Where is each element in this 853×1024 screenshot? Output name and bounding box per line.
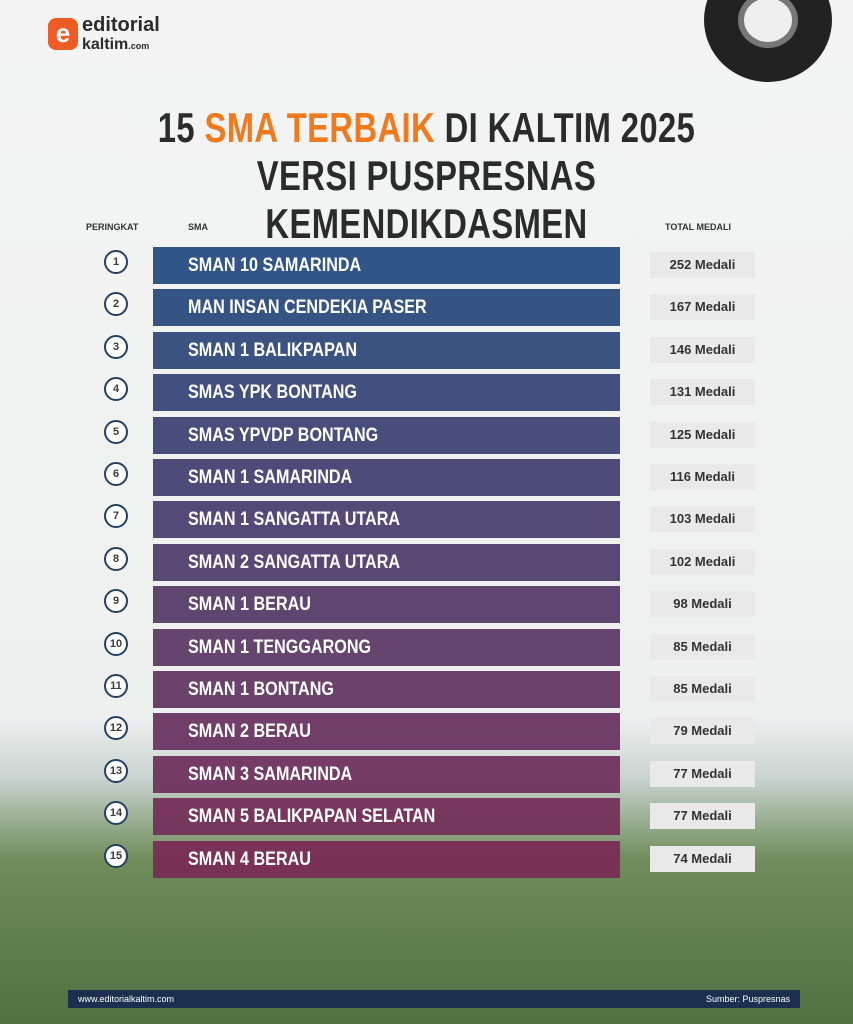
title-highlight: SMA TERBAIK: [204, 104, 436, 151]
column-header: SMA: [188, 222, 208, 232]
column-header: PERINGKAT: [86, 222, 139, 232]
medal-count: 77 Medali: [650, 803, 755, 830]
rank-badge: 14: [98, 801, 134, 831]
rank-badge: 1: [98, 250, 134, 280]
rank-badge: 3: [98, 334, 134, 365]
school-bar: MAN INSAN CENDEKIA PASER: [153, 289, 620, 327]
footer: www.editorialkaltim.com Sumber: Puspresn…: [68, 990, 800, 1008]
school-name: SMAN 1 BONTANG: [188, 679, 334, 700]
medal-count: 167 Medali: [650, 294, 755, 321]
rank-number: 7: [104, 504, 128, 529]
school-bar: SMAN 1 SAMARINDA: [153, 459, 620, 496]
medal-count: 74 Medali: [650, 845, 755, 872]
school-bar: SMAN 1 BERAU: [153, 586, 620, 624]
rank-badge: 15: [98, 843, 134, 874]
medal-count: 116 Medali: [650, 464, 755, 490]
medal-count: 103 Medali: [650, 506, 755, 533]
brand-sub-text: kaltim: [82, 36, 129, 53]
medal-count: 252 Medali: [650, 252, 755, 278]
rank-badge: 13: [98, 758, 134, 789]
medal-count: 77 Medali: [650, 760, 755, 787]
footer-website: www.editorialkaltim.com: [78, 994, 175, 1004]
school-bar: SMAN 3 SAMARINDA: [153, 755, 620, 793]
school-bar: SMAN 5 BALIKPAPAN SELATAN: [153, 798, 620, 836]
rank-number: 9: [104, 589, 128, 614]
title-part: 15: [157, 104, 205, 151]
school-bar: SMAN 1 SANGATTA UTARA: [153, 501, 620, 539]
title-part: DI KALTIM 2025: [435, 104, 696, 151]
rank-badge: 4: [98, 377, 134, 407]
footer-source: Sumber: Puspresnas: [705, 994, 790, 1004]
rank-badge: 8: [98, 546, 134, 577]
school-bar: SMAN 10 SAMARINDA: [153, 247, 620, 284]
school-bar: SMAS YPK BONTANG: [153, 374, 620, 412]
medal-count: 102 Medali: [650, 548, 755, 575]
school-name: SMAN 1 TENGGARONG: [188, 636, 372, 658]
brand-domain: .com: [128, 41, 150, 51]
school-bar: SMAN 1 BALIKPAPAN: [153, 331, 620, 369]
school-name: SMAN 4 BERAU: [188, 848, 311, 870]
title-line2: VERSI PUSPRESNAS KEMENDIKDASMEN: [256, 152, 597, 247]
rank-badge: 5: [98, 419, 134, 450]
school-name: SMAN 3 SAMARINDA: [188, 763, 353, 785]
rank-number: 12: [104, 716, 128, 741]
school-bar: SMAN 4 BERAU: [153, 840, 620, 878]
school-bar: SMAS YPVDP BONTANG: [153, 416, 620, 454]
rank-number: 13: [104, 758, 128, 783]
rank-number: 5: [104, 419, 128, 444]
school-name: SMAN 1 SANGATTA UTARA: [188, 509, 401, 531]
school-bar: SMAN 2 BERAU: [153, 713, 620, 751]
rank-number: 1: [104, 250, 128, 274]
school-name: SMAN 1 SAMARINDA: [188, 467, 353, 488]
school-name: SMAN 1 BALIKPAPAN: [188, 339, 357, 361]
medal-count: 79 Medali: [650, 718, 755, 745]
rank-badge: 9: [98, 589, 134, 619]
rank-number: 11: [104, 674, 128, 698]
rank-number: 15: [104, 843, 128, 868]
rank-badge: 6: [98, 462, 134, 492]
rank-number: 14: [104, 801, 128, 826]
school-bar: SMAN 1 TENGGARONG: [153, 628, 620, 666]
rank-number: 6: [104, 462, 128, 486]
medal-count: 131 Medali: [650, 379, 755, 406]
school-bar: SMAN 1 BONTANG: [153, 671, 620, 708]
brand-sub: kaltim.com: [82, 36, 149, 54]
rank-badge: 11: [98, 674, 134, 704]
rank-badge: 10: [98, 631, 134, 662]
rank-number: 4: [104, 377, 128, 402]
rank-badge: 2: [98, 292, 134, 322]
rank-number: 8: [104, 546, 128, 571]
school-name: SMAN 2 BERAU: [188, 721, 311, 743]
title-line1: 15 SMA TERBAIK DI KALTIM 2025: [94, 104, 759, 152]
rank-number: 10: [104, 631, 128, 656]
school-name: MAN INSAN CENDEKIA PASER: [188, 297, 427, 319]
school-name: SMAS YPK BONTANG: [188, 382, 358, 404]
tire-decoration: [704, 0, 832, 82]
school-name: SMAN 2 SANGATTA UTARA: [188, 551, 401, 573]
rank-badge: 7: [98, 504, 134, 534]
medal-count: 85 Medali: [650, 633, 755, 660]
brand: editorial: [82, 14, 160, 36]
school-name: SMAN 10 SAMARINDA: [188, 255, 362, 276]
rank-badge: 12: [98, 716, 134, 746]
medal-count: 98 Medali: [650, 591, 755, 618]
rank-number: 3: [104, 334, 128, 359]
medal-count: 125 Medali: [650, 421, 755, 448]
school-name: SMAN 5 BALIKPAPAN SELATAN: [188, 806, 436, 828]
medal-count: 85 Medali: [650, 676, 755, 702]
column-header: TOTAL MEDALI: [665, 222, 731, 232]
school-bar: SMAN 2 SANGATTA UTARA: [153, 543, 620, 581]
school-name: SMAS YPVDP BONTANG: [188, 424, 379, 446]
school-name: SMAN 1 BERAU: [188, 594, 311, 616]
logo-icon: e: [48, 18, 78, 50]
medal-count: 146 Medali: [650, 336, 755, 363]
rank-number: 2: [104, 292, 128, 317]
